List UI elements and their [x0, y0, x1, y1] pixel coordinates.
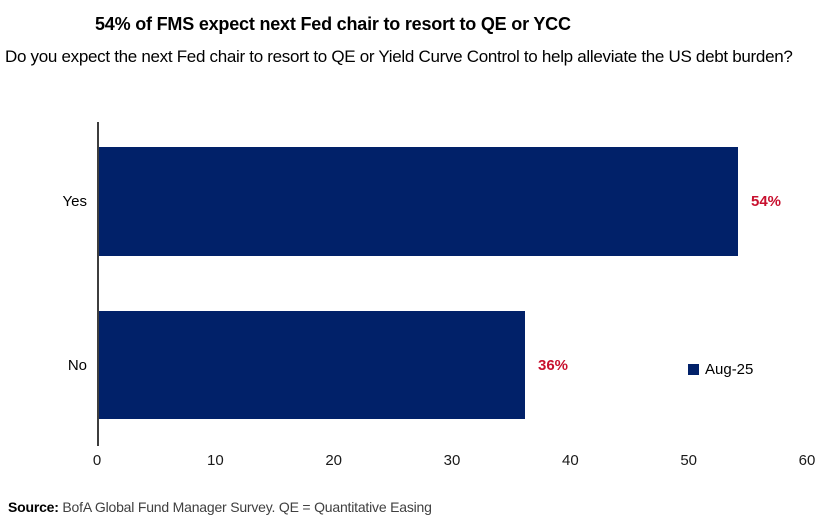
bar-no — [99, 311, 525, 419]
value-label-no: 36% — [538, 356, 569, 374]
legend: Aug-25 — [688, 361, 753, 378]
x-tick-label: 0 — [92, 452, 102, 469]
x-tick-label: 30 — [443, 452, 461, 469]
bar-row-yes: Yes 54% — [63, 147, 809, 256]
legend-label: Aug-25 — [705, 361, 754, 378]
x-tick-label: 40 — [561, 452, 579, 469]
x-tick-label: 10 — [206, 452, 224, 469]
x-tick-label: 50 — [680, 452, 697, 469]
plot-area: Yes 54% No 36% — [63, 122, 809, 446]
value-label-yes: 54% — [751, 193, 782, 210]
source-text: BofA Global Fund Manager Survey. QE = Qu… — [58, 499, 432, 515]
category-label-no: No — [67, 356, 87, 374]
bar-yes — [99, 147, 738, 256]
chart-title: 54% of FMS expect next Fed chair to reso… — [95, 14, 571, 34]
chart-subtitle: Do you expect the next Fed chair to reso… — [5, 47, 793, 66]
category-label-yes: Yes — [62, 193, 87, 210]
x-tick-label: 20 — [325, 452, 342, 469]
x-axis: 0 10 20 30 40 50 60 — [93, 452, 816, 472]
x-tick-label: 60 — [798, 452, 816, 469]
bar-row-no: No 36% — [68, 311, 809, 419]
source-prefix: Source: — [8, 499, 59, 515]
legend-swatch-icon — [688, 364, 699, 375]
source-line: Source: BofA Global Fund Manager Survey.… — [8, 499, 432, 515]
